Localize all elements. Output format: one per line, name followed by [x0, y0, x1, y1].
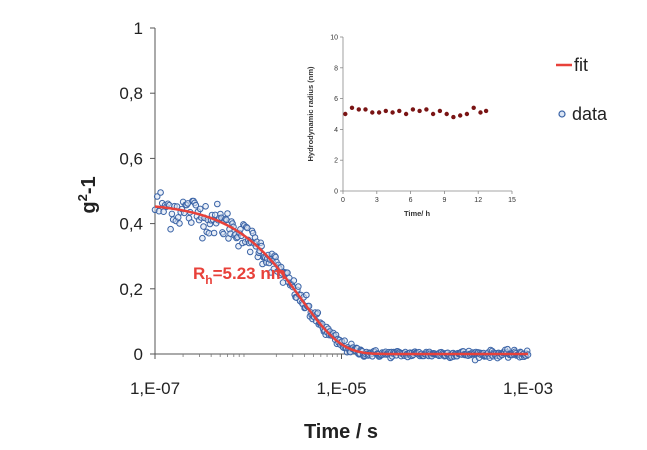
data-point	[174, 214, 182, 221]
inset-data-point	[464, 111, 470, 117]
rh-annotation: Rh=5.23 nm	[193, 264, 286, 287]
inset-data-point	[356, 107, 361, 112]
data-point	[314, 309, 322, 317]
data-point	[176, 220, 183, 227]
inset-data-point	[343, 111, 348, 117]
inset-y-tick-label: 0	[334, 189, 338, 196]
inset-data-point	[349, 105, 355, 111]
inset-data-point	[397, 108, 402, 114]
legend: fit data	[556, 55, 608, 124]
legend-data-label: data	[572, 104, 608, 124]
y-tick-label: 0	[134, 345, 143, 364]
data-point	[188, 219, 195, 226]
inset-data-point	[363, 107, 368, 112]
inset-y-tick-label: 2	[334, 158, 338, 165]
y-tick-label: 0,6	[119, 149, 143, 168]
y-axis-title-base: g	[78, 201, 100, 213]
inset-x-tick-label: 3	[375, 197, 379, 204]
fit-line	[154, 205, 528, 356]
data-point	[202, 203, 209, 210]
legend-fit-label: fit	[574, 55, 588, 75]
y-axis-ticks: 0 0,2 0,4 0,6 0,8 1	[119, 19, 155, 364]
x-tick-label: 1,E-03	[503, 379, 553, 398]
data-point	[160, 208, 167, 215]
y-axis-title: g2-1	[75, 176, 100, 213]
y-axis-title-suffix: -1	[78, 176, 100, 194]
inset-plot: 0 2 4 6 8 10 0 3 6 9 12 15 Hydrodynamic radius (nm…	[306, 35, 516, 219]
inset-data-point	[424, 107, 429, 112]
inset-y-tick-label: 6	[334, 96, 338, 103]
x-axis-ticks: 1,E-07 1,E-05 1,E-03	[130, 354, 553, 398]
data-point	[167, 225, 174, 233]
data-point	[244, 224, 251, 232]
inset-x-tick-label: 0	[341, 197, 345, 204]
inset-data-point	[451, 114, 456, 120]
y-axis-title-sup: 2	[75, 194, 90, 201]
x-tick-label: 1,E-05	[316, 379, 366, 398]
inset-data-point	[417, 108, 422, 114]
inset-data-point	[383, 108, 388, 114]
rh-annotation-rest: =5.23 nm	[213, 264, 286, 283]
data-point	[341, 337, 348, 345]
inset-x-tick-label: 15	[508, 197, 516, 204]
inset-data-point	[471, 105, 476, 111]
data-point	[168, 210, 176, 218]
inset-data-point	[458, 113, 463, 118]
inset-data-point	[478, 110, 483, 115]
data-point	[200, 223, 207, 230]
data-point	[303, 291, 310, 299]
inset-x-tick-label: 6	[409, 197, 413, 204]
data-point	[220, 230, 227, 238]
data-point	[192, 201, 200, 209]
data-point	[246, 248, 254, 256]
inset-data-point	[444, 111, 449, 117]
y-tick-label: 0,4	[119, 215, 143, 234]
data-point	[290, 277, 298, 284]
inset-y-tick-label: 4	[334, 127, 338, 134]
x-tick-label: 1,E-07	[130, 379, 180, 398]
inset-x-axis-title: Time/ h	[404, 209, 431, 218]
inset-data-point	[430, 111, 436, 117]
inset-data-series	[343, 105, 489, 120]
data-point	[157, 189, 164, 196]
y-tick-label: 0,2	[119, 280, 143, 299]
data-point	[224, 210, 231, 217]
inset-data-point	[410, 107, 416, 112]
legend-data-marker	[558, 110, 566, 118]
data-point	[214, 200, 221, 208]
data-point	[295, 283, 302, 290]
data-series	[151, 189, 532, 364]
data-point	[196, 205, 204, 213]
y-tick-label: 1	[134, 19, 143, 38]
main-plot: 00,20,40,60,81 1,E-07 1,E-05 1,E-03 g2-1 T…	[75, 19, 553, 443]
inset-data-point	[403, 111, 409, 117]
x-axis-title: Time / s	[304, 421, 378, 443]
inset-data-point	[390, 110, 395, 115]
inset-data-point	[376, 110, 382, 115]
inset-y-axis-ticks: 0 2 4 6 8 10	[330, 35, 343, 196]
data-point	[199, 234, 206, 242]
rh-annotation-base: R	[193, 264, 205, 283]
inset-background	[338, 35, 515, 198]
y-tick-label: 0,8	[119, 84, 143, 103]
inset-y-axis-title: Hydrodynamic radius (nm)	[306, 66, 315, 162]
rh-annotation-sub: h	[205, 273, 212, 287]
inset-data-point	[370, 110, 375, 115]
inset-data-point	[437, 108, 443, 114]
inset-y-tick-label: 10	[330, 35, 338, 42]
inset-x-axis-ticks: 0 3 6 9 12 15	[341, 191, 516, 204]
inset-data-point	[483, 108, 489, 114]
data-point	[210, 229, 218, 237]
inset-y-tick-label: 8	[334, 65, 338, 72]
inset-x-tick-label: 12	[474, 197, 482, 204]
inset-x-tick-label: 9	[442, 197, 446, 204]
